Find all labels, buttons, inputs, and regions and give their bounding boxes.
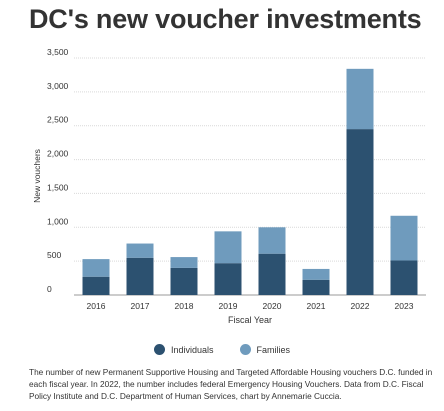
x-tick-label: 2018 (175, 301, 194, 311)
bar-individuals-2020 (258, 253, 286, 295)
bar-individuals-2022 (346, 129, 374, 295)
x-tick-label: 2022 (351, 301, 370, 311)
bar-individuals-2023 (390, 260, 418, 295)
y-tick-label: 1,500 (47, 182, 69, 192)
bar-chart: 0 500 1,000 1,500 2,000 2,500 3,000 3,500 New vo… (32, 47, 426, 325)
legend-label-individuals: Individuals (170, 344, 214, 355)
x-tick-label: 2019 (219, 301, 238, 311)
legend-item-individuals: Individuals (153, 344, 214, 355)
bar-families-2021 (302, 268, 330, 280)
x-tick-label: 2021 (307, 301, 326, 311)
bar-families-2016 (82, 259, 110, 277)
y-tick-label: 1,000 (47, 216, 69, 226)
bar-families-2020 (258, 227, 286, 254)
y-tick-label: 3,500 (47, 47, 69, 57)
x-tick-label: 2020 (263, 301, 282, 311)
x-tick-label: 2023 (395, 301, 414, 311)
y-tick-label: 0 (47, 284, 52, 294)
bar-families-2019 (214, 231, 242, 264)
bar-individuals-2021 (302, 279, 330, 295)
bar-individuals-2019 (214, 263, 242, 295)
legend-item-families: Families (239, 344, 291, 355)
legend-label-families: Families (256, 344, 291, 355)
chart-caption: The number of new Permanent Supportive H… (29, 367, 433, 402)
y-tick-label: 500 (47, 250, 61, 260)
x-tick-label: 2017 (131, 301, 150, 311)
bar-individuals-2017 (126, 257, 154, 295)
bar-individuals-2016 (82, 276, 110, 295)
legend-swatch-families (239, 344, 251, 355)
y-tick-label: 2,500 (47, 115, 69, 125)
bar-individuals-2018 (170, 267, 198, 295)
bar-families-2017 (126, 243, 154, 258)
chart-title: DC's new voucher investments (29, 4, 422, 34)
y-axis-label: New vouchers (32, 149, 42, 203)
bar-families-2023 (390, 215, 418, 261)
y-tick-label: 2,000 (47, 149, 69, 159)
x-tick-label: 2016 (87, 301, 106, 311)
x-axis-label: Fiscal Year (228, 315, 272, 325)
bar-families-2018 (170, 257, 198, 268)
legend-swatch-individuals (153, 344, 165, 355)
legend: Individuals Families (0, 344, 444, 355)
bar-families-2022 (346, 68, 374, 130)
y-tick-label: 3,000 (47, 81, 69, 91)
